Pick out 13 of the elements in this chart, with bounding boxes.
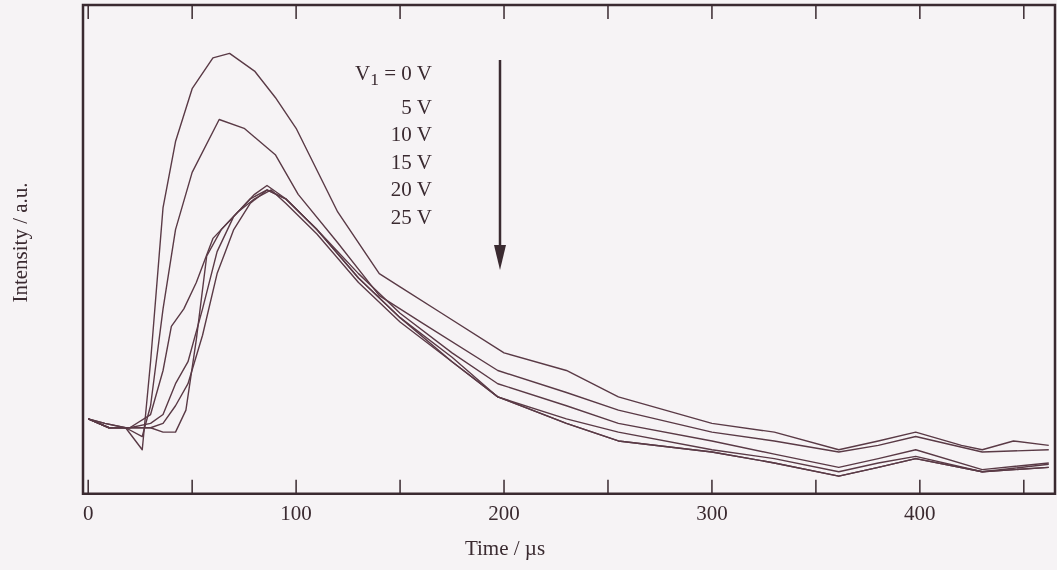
annotation: 25 V xyxy=(389,203,432,231)
x-tick-label: 300 xyxy=(696,500,728,525)
y-axis-title: Intensity / a.u. xyxy=(7,181,33,305)
annotation: 20 V xyxy=(389,176,432,204)
x-tick-label: 0 xyxy=(82,500,94,525)
annotation: 15 V xyxy=(389,148,432,176)
x-tick-label: 100 xyxy=(280,500,312,525)
x-axis-title: Time / µs xyxy=(463,536,547,561)
annotation: 10 V xyxy=(389,121,432,149)
x-tick-label: 400 xyxy=(904,500,936,525)
annotation: 5 V xyxy=(400,93,432,121)
x-tick-label: 200 xyxy=(488,500,520,525)
annotation: V$_{1}$ = 0 V xyxy=(355,60,432,92)
